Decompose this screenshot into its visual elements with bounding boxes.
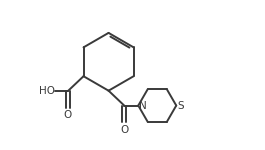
Text: N: N — [139, 100, 147, 111]
Text: O: O — [64, 110, 72, 120]
Text: S: S — [177, 100, 184, 111]
Text: HO: HO — [39, 86, 55, 96]
Text: O: O — [120, 124, 128, 135]
